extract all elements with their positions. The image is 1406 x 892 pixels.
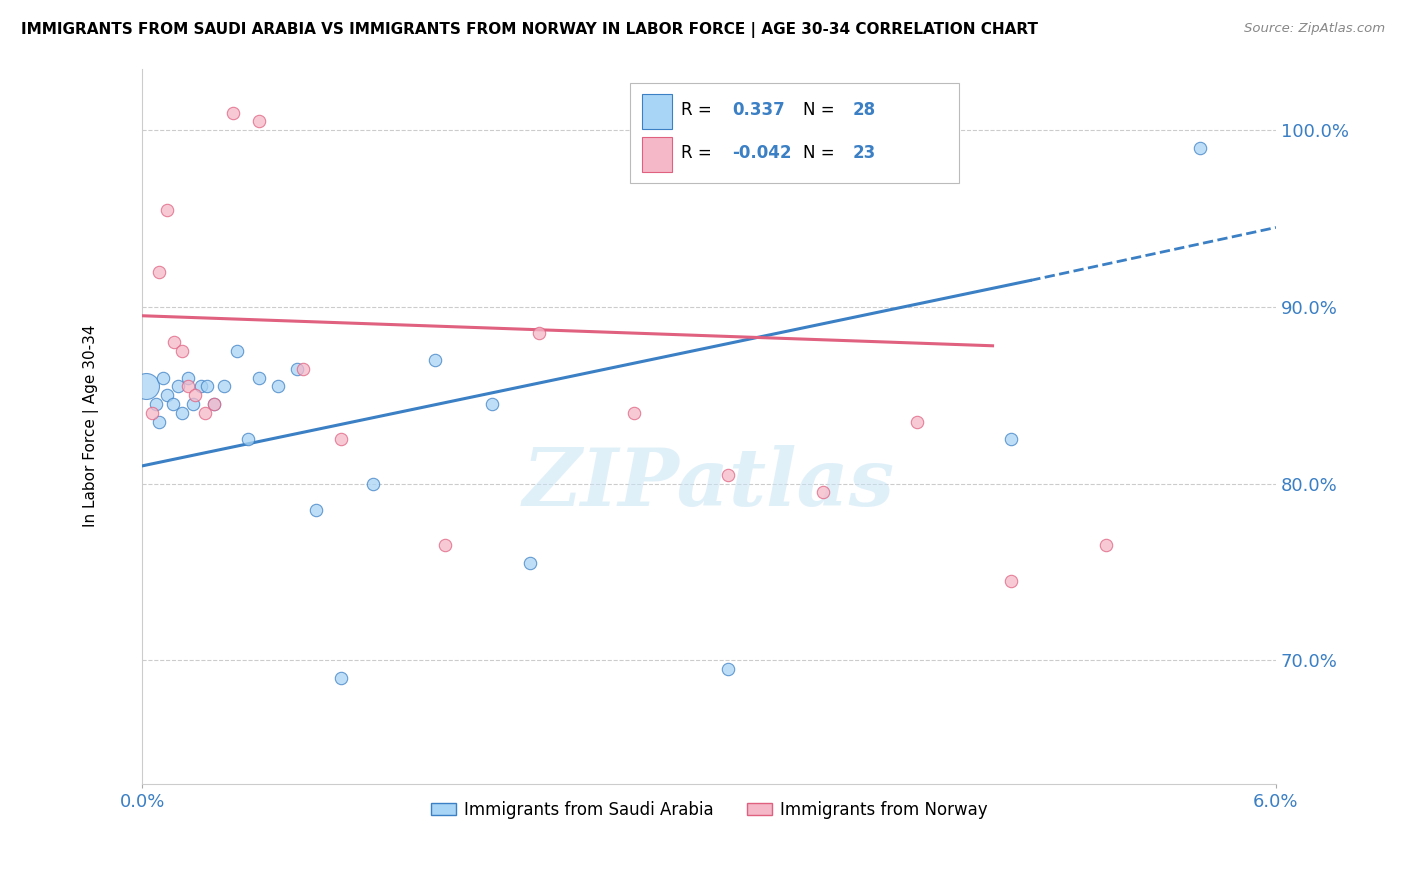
FancyBboxPatch shape: [630, 83, 959, 183]
Point: [202, 397, 225, 411]
Point: [1000, 574, 1022, 588]
Text: -0.042: -0.042: [731, 144, 792, 162]
Point: [225, 344, 247, 359]
Point: [291, 361, 314, 376]
Point: [305, 503, 328, 517]
Point: [141, 406, 163, 420]
FancyBboxPatch shape: [643, 137, 672, 172]
Point: [717, 662, 740, 676]
Point: [135, 379, 157, 393]
Point: [811, 485, 834, 500]
Point: [905, 415, 928, 429]
Point: [145, 397, 167, 411]
Point: [425, 352, 447, 367]
Point: [184, 388, 207, 402]
Point: [156, 202, 179, 217]
Point: [152, 370, 174, 384]
Text: 28: 28: [853, 101, 876, 119]
Point: [249, 370, 271, 384]
Point: [1095, 538, 1118, 552]
Point: [176, 370, 198, 384]
Point: [249, 114, 271, 128]
Point: [1189, 141, 1212, 155]
Text: ZIPatlas: ZIPatlas: [523, 444, 896, 522]
Point: [433, 538, 456, 552]
Point: [285, 361, 308, 376]
Point: [156, 388, 179, 402]
Point: [148, 415, 170, 429]
Point: [519, 556, 541, 570]
Point: [195, 379, 218, 393]
Point: [236, 433, 259, 447]
Point: [1000, 433, 1022, 447]
Point: [361, 476, 384, 491]
Point: [194, 406, 217, 420]
Point: [183, 397, 205, 411]
Text: N =: N =: [803, 144, 835, 162]
Point: [163, 335, 186, 350]
Point: [717, 467, 740, 482]
Point: [170, 406, 193, 420]
Point: [176, 379, 198, 393]
Point: [167, 379, 190, 393]
Text: N =: N =: [803, 101, 835, 119]
Text: Source: ZipAtlas.com: Source: ZipAtlas.com: [1244, 22, 1385, 36]
Point: [212, 379, 235, 393]
Point: [170, 344, 193, 359]
Text: R =: R =: [681, 144, 711, 162]
Point: [162, 397, 184, 411]
Point: [329, 671, 352, 685]
Point: [202, 397, 225, 411]
Text: 0.337: 0.337: [731, 101, 785, 119]
Point: [527, 326, 550, 341]
Text: 23: 23: [853, 144, 876, 162]
Text: R =: R =: [681, 101, 711, 119]
Point: [190, 379, 212, 393]
Text: IMMIGRANTS FROM SAUDI ARABIA VS IMMIGRANTS FROM NORWAY IN LABOR FORCE | AGE 30-3: IMMIGRANTS FROM SAUDI ARABIA VS IMMIGRAN…: [21, 22, 1038, 38]
Text: In Labor Force | Age 30-34: In Labor Force | Age 30-34: [83, 325, 100, 527]
Legend: Immigrants from Saudi Arabia, Immigrants from Norway: Immigrants from Saudi Arabia, Immigrants…: [423, 794, 994, 825]
Point: [148, 264, 170, 278]
Point: [267, 379, 290, 393]
Point: [329, 433, 352, 447]
Point: [222, 105, 245, 120]
Point: [481, 397, 503, 411]
FancyBboxPatch shape: [643, 95, 672, 129]
Point: [623, 406, 645, 420]
